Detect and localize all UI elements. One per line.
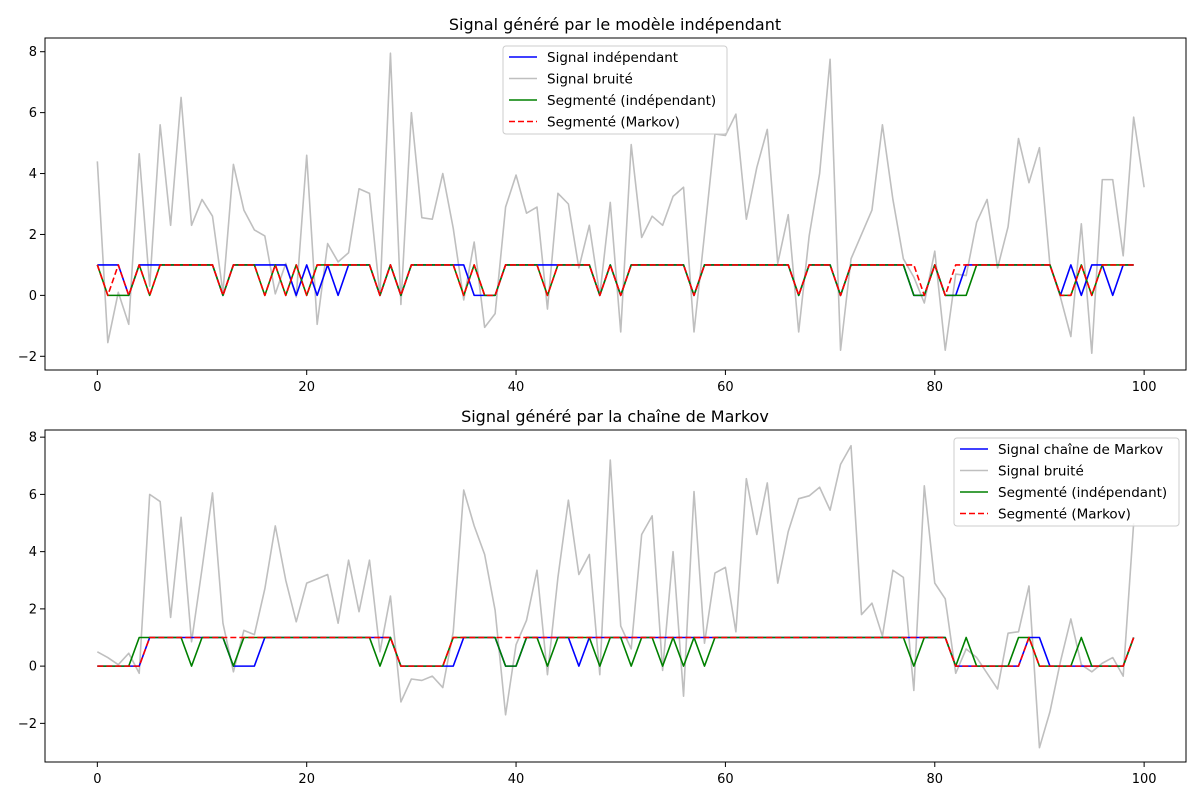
bottom-y-tick-label: −2 — [18, 717, 37, 732]
top-legend-label: Segmenté (indépendant) — [547, 93, 716, 109]
bottom-y-tick-label: 8 — [29, 431, 37, 446]
top-y-tick-label: 0 — [29, 289, 37, 304]
top-x-tick-label: 0 — [93, 380, 101, 395]
bottom-series-segment-ind-pendant — [97, 636, 1135, 667]
bottom-series-signal-bruit — [96, 444, 1135, 749]
top-y-tick-label: 6 — [29, 106, 37, 121]
top-y-tick-label: 4 — [29, 167, 37, 182]
top-x-tick-label: 20 — [298, 380, 315, 395]
top-y-tick-label: 8 — [29, 45, 37, 60]
bottom-legend-label: Signal bruité — [998, 464, 1084, 480]
top-legend-label: Segmenté (Markov) — [547, 115, 680, 131]
top-x-tick-label: 100 — [1132, 380, 1157, 395]
top-x-tick-label: 60 — [717, 380, 734, 395]
bottom-series-segment-markov — [97, 636, 1135, 667]
bottom-x-tick-label: 20 — [298, 772, 315, 787]
top-y-tick-label: −2 — [18, 350, 37, 365]
bottom-legend-box — [953, 437, 1180, 527]
bottom-x-tick-label: 0 — [93, 772, 101, 787]
top-plot-frame — [44, 37, 1187, 371]
bottom-y-tick-label: 2 — [29, 602, 37, 617]
top-legend-box — [502, 45, 728, 135]
bottom-y-tick-label: 0 — [29, 660, 37, 675]
top-legend-label: Signal bruité — [547, 72, 633, 88]
bottom-x-tick-label: 100 — [1132, 772, 1157, 787]
top-legend: Signal indépendant Signal bruité Segmenté … — [502, 45, 728, 135]
top-legend-label: Signal indépendant — [547, 50, 678, 66]
top-chart-title: Signal généré par le modèle indépendant — [449, 15, 781, 34]
bottom-legend-label: Segmenté (Markov) — [998, 507, 1131, 523]
top-x-tick-label: 40 — [508, 380, 525, 395]
top-y-tick-label: 2 — [29, 228, 37, 243]
top-series-segment-markov — [96, 264, 1134, 297]
bottom-plot-frame — [44, 429, 1187, 763]
bottom-legend-label: Segmenté (indépendant) — [998, 485, 1167, 501]
bottom-series-signal-cha-ne-de-markov — [97, 636, 1135, 667]
bottom-chart-title: Signal généré par la chaîne de Markov — [461, 407, 769, 426]
top-x-tick-label: 80 — [926, 380, 943, 395]
bottom-y-tick-label: 4 — [29, 545, 37, 560]
bottom-x-tick-label: 40 — [508, 772, 525, 787]
bottom-legend-label: Signal chaîne de Markov — [998, 442, 1163, 458]
bottom-x-tick-label: 80 — [926, 772, 943, 787]
bottom-chart-panel: Signal généré par la chaîne de Markov 0 2… — [18, 407, 1187, 787]
bottom-x-tick-label: 60 — [717, 772, 734, 787]
bottom-legend: Signal chaîne de Markov Signal bruité Segm… — [953, 437, 1180, 527]
top-chart-panel: Signal généré par le modèle indépendant … — [18, 15, 1187, 395]
bottom-y-tick-label: 6 — [29, 488, 37, 503]
